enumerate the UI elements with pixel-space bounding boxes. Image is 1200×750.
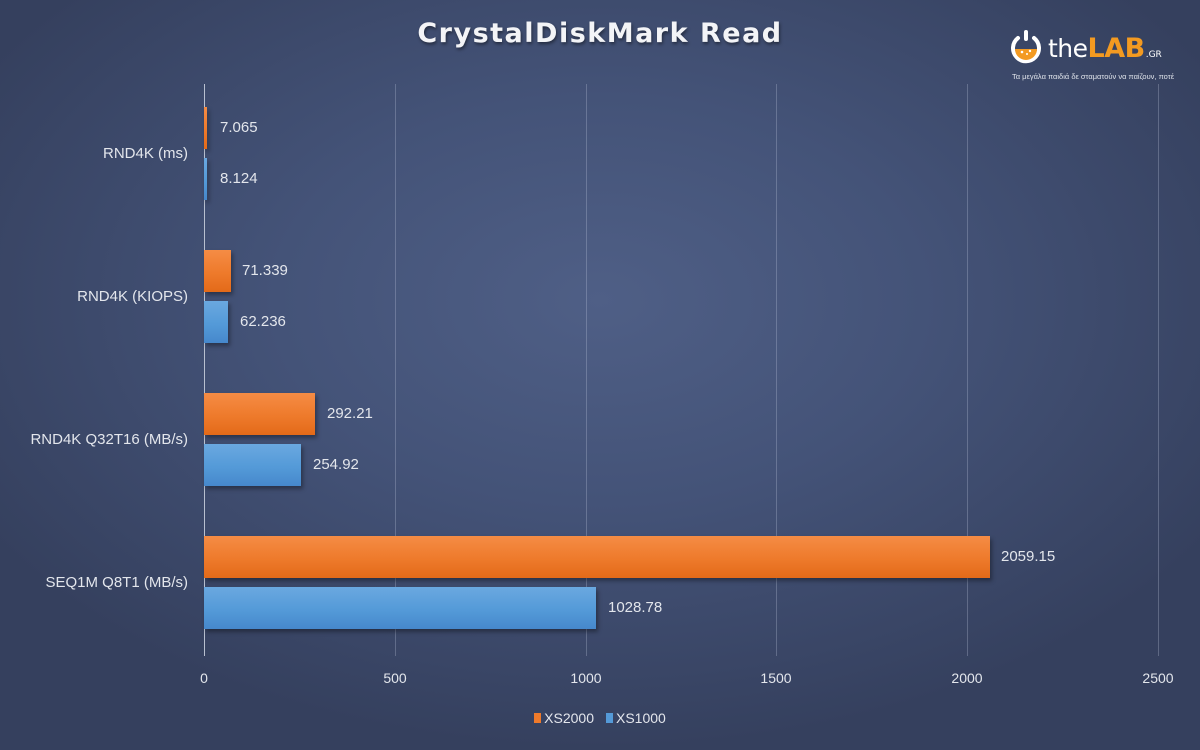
bar-xs2000-rnd4k-ms <box>204 107 207 149</box>
gridline-500 <box>395 84 396 656</box>
value-label: 7.065 <box>220 119 258 136</box>
legend-label: XS2000 <box>544 710 594 726</box>
thelab-logo: the LAB .GR Τα μεγάλα παιδιά δε σταματούν … <box>1008 28 1198 88</box>
value-label: 8.124 <box>220 170 258 187</box>
category-label: RND4K (KIOPS) <box>77 288 188 305</box>
value-label: 1028.78 <box>608 599 663 616</box>
bar-xs1000-rnd4k-q32t16 <box>204 444 301 486</box>
gridline-1000 <box>586 84 587 656</box>
logo-text-lab: LAB <box>1087 32 1146 64</box>
logo-text-the: the <box>1048 33 1088 63</box>
legend-item-xs1000[interactable]: XS1000 <box>606 710 666 726</box>
x-tick: 0 <box>200 670 208 686</box>
logo-tagline: Τα μεγάλα παιδιά δε σταματούν να παίζουν… <box>1012 72 1175 81</box>
x-tick: 500 <box>383 670 407 686</box>
x-tick: 1000 <box>570 670 602 686</box>
bar-xs1000-rnd4k-kiops <box>204 301 228 343</box>
legend-swatch-blue-icon <box>606 713 613 723</box>
legend-label: XS1000 <box>616 710 666 726</box>
gridline-2000 <box>967 84 968 656</box>
bar-xs1000-rnd4k-ms <box>204 158 207 200</box>
category-label: SEQ1M Q8T1 (MB/s) <box>45 574 188 591</box>
category-label: RND4K (ms) <box>103 145 188 162</box>
y-axis-line <box>204 84 205 656</box>
value-label: 254.92 <box>313 456 359 473</box>
chart-legend: XS2000 XS1000 <box>0 710 1200 726</box>
gridline-1500 <box>776 84 777 656</box>
gridline-2500 <box>1158 84 1159 656</box>
chart-title: CrystalDiskMark Read <box>417 18 783 49</box>
legend-swatch-orange-icon <box>534 713 542 723</box>
bar-xs2000-rnd4k-kiops <box>204 250 231 292</box>
logo-text-gr: .GR <box>1145 50 1162 60</box>
value-label: 2059.15 <box>1001 548 1056 565</box>
bar-xs2000-rnd4k-q32t16 <box>204 393 315 435</box>
bar-xs1000-seq1m-q8t1 <box>204 587 596 629</box>
value-label: 62.236 <box>240 313 286 330</box>
power-flask-icon <box>1011 30 1041 64</box>
value-label: 292.21 <box>327 405 373 422</box>
category-label: RND4K Q32T16 (MB/s) <box>30 431 188 448</box>
value-label: 71.339 <box>242 262 288 279</box>
x-tick: 2500 <box>1142 670 1174 686</box>
x-tick: 2000 <box>951 670 983 686</box>
legend-item-xs2000[interactable]: XS2000 <box>534 710 594 726</box>
x-tick: 1500 <box>760 670 792 686</box>
bar-xs2000-seq1m-q8t1 <box>204 536 990 578</box>
